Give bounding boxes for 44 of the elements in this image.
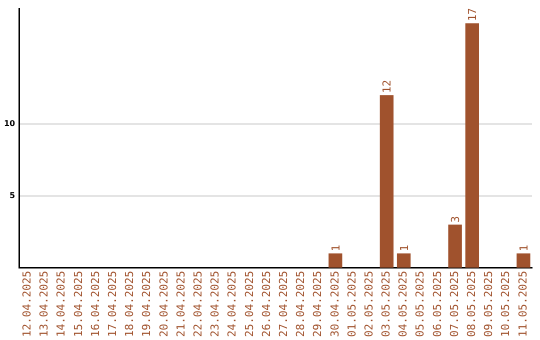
x-tick-label: 22.04.2025: [191, 270, 204, 338]
x-tick-label: 01.05.2025: [345, 270, 358, 338]
x-tick-label: 10.05.2025: [499, 270, 512, 338]
y-tick-label: 10: [4, 118, 16, 128]
x-tick-label: 27.04.2025: [276, 270, 290, 338]
x-tick-label: 26.04.2025: [260, 270, 273, 338]
x-tick-label: 19.04.2025: [140, 270, 154, 338]
x-tick-label: 29.04.2025: [311, 270, 324, 338]
x-tick-label: 07.05.2025: [448, 270, 461, 338]
data-label: 17: [466, 8, 480, 22]
data-label: 1: [517, 244, 530, 252]
x-tick-label: 25.04.2025: [242, 270, 256, 338]
x-tick-label: 06.05.2025: [430, 270, 444, 338]
y-tick-label: 5: [10, 190, 16, 200]
bar: [448, 224, 462, 268]
x-tick-label: 09.05.2025: [482, 270, 496, 338]
x-tick-label: 30.04.2025: [328, 270, 342, 338]
x-tick-label: 17.04.2025: [106, 270, 120, 338]
x-tick-label: 08.05.2025: [465, 270, 478, 338]
x-tick-label: 24.04.2025: [226, 270, 239, 338]
bar: [328, 253, 342, 268]
x-tick-label: 05.05.2025: [414, 270, 427, 338]
x-tick-label: 04.05.2025: [396, 270, 410, 338]
bar: [380, 95, 394, 268]
x-tick-label: 28.04.2025: [294, 270, 308, 338]
x-tick-label: 16.04.2025: [88, 270, 102, 338]
data-label: 3: [449, 216, 462, 223]
x-tick-label: 11.05.2025: [516, 270, 530, 338]
data-label: 1: [329, 244, 342, 252]
x-tick-label: 15.04.2025: [72, 270, 85, 338]
x-tick-label: 13.04.2025: [38, 270, 51, 338]
data-label: 1: [398, 244, 411, 252]
x-tick-label: 03.05.2025: [380, 270, 393, 338]
x-tick-label: 20.04.2025: [157, 270, 170, 338]
bar: [396, 253, 411, 268]
x-tick-label: 12.04.2025: [20, 270, 34, 338]
x-tick-label: 02.05.2025: [362, 270, 376, 338]
x-tick-label: 14.04.2025: [54, 270, 68, 338]
data-label: 12: [380, 80, 394, 94]
bar: [465, 23, 480, 268]
bar: [516, 253, 530, 268]
x-tick-label: 18.04.2025: [123, 270, 136, 338]
x-tick-label: 23.04.2025: [208, 270, 222, 338]
x-tick-label: 21.04.2025: [174, 270, 188, 338]
